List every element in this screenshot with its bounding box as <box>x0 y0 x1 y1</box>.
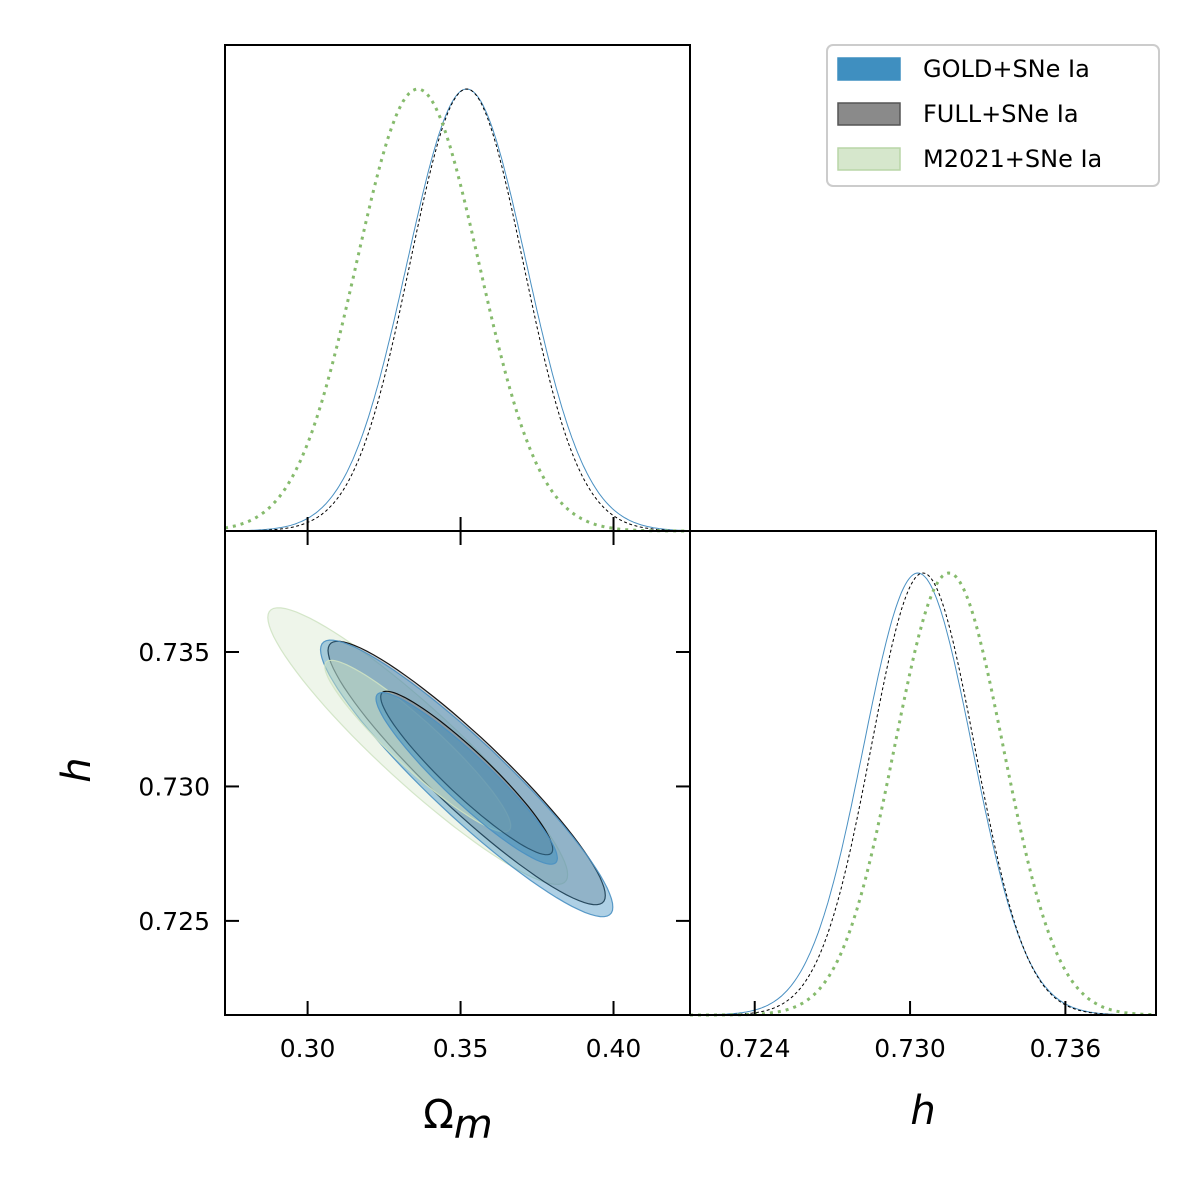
legend-swatch <box>837 147 901 171</box>
h-tick-label-bottom: 0.730 <box>874 1034 946 1063</box>
contour-group <box>267 607 614 918</box>
h-tick-label-bottom: 0.724 <box>719 1034 791 1063</box>
omega-m-tick-label: 0.30 <box>280 1034 336 1063</box>
legend-swatch <box>837 102 901 126</box>
h-tick-label-left: 0.735 <box>138 638 210 667</box>
h-axis-label-left: h <box>54 757 100 782</box>
h-axis-label-bottom: h <box>910 1088 935 1134</box>
legend-label: FULL+SNe Ia <box>923 100 1079 128</box>
omega-m-marginal-panel <box>224 44 691 533</box>
omega-m-curve-gold <box>225 88 691 532</box>
omega-m-curve-full <box>224 88 690 532</box>
contour-inner-gold <box>375 691 559 865</box>
top-frame <box>224 44 691 532</box>
legend-box <box>826 44 1160 187</box>
omega-m-h-joint-panel: 0.30 0.35 0.40 0.725 0.730 0.735 <box>138 530 691 1063</box>
h-tick-label-left: 0.730 <box>138 772 210 801</box>
omega-m-tick-label: 0.40 <box>586 1034 642 1063</box>
h-curve-gold <box>690 572 1156 1016</box>
h-curve-m2021 <box>690 571 1157 1017</box>
h-tick-label-bottom: 0.736 <box>1030 1034 1102 1063</box>
axis-labels: Ωm h h <box>54 757 936 1148</box>
omega-m-curve-m2021 <box>224 87 690 533</box>
right-frame <box>689 530 1157 1016</box>
h-curve-full <box>690 572 1156 1016</box>
legend: GOLD+SNe Ia FULL+SNe Ia M2021+SNe Ia <box>826 44 1160 187</box>
omega-m-axis-label: Ωm <box>423 1092 493 1148</box>
h-tick-label-left: 0.725 <box>138 907 210 936</box>
legend-label: GOLD+SNe Ia <box>923 55 1090 83</box>
omega-m-tick-label: 0.35 <box>433 1034 489 1063</box>
legend-label: M2021+SNe Ia <box>923 145 1102 173</box>
h-marginal-panel: 0.724 0.730 0.736 <box>689 530 1157 1063</box>
legend-swatch <box>837 57 901 81</box>
